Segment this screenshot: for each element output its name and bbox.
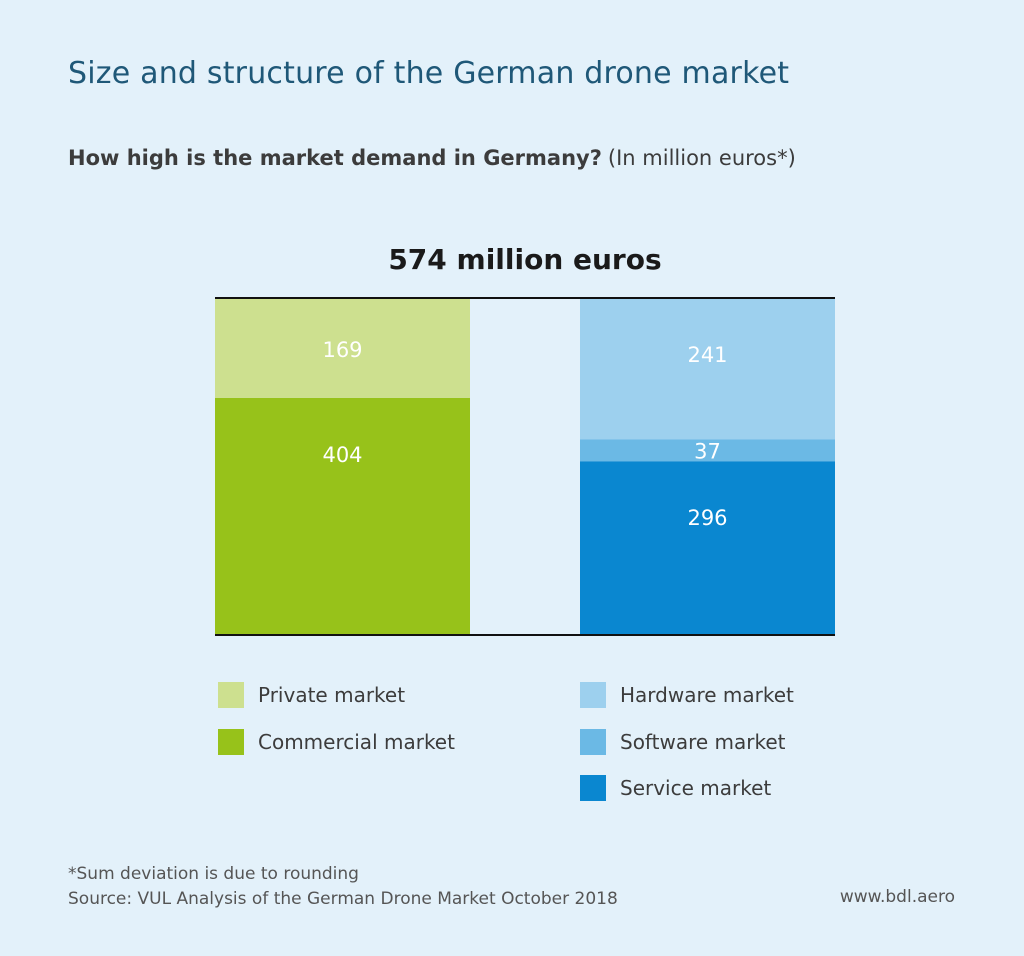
legend-swatch-private	[218, 682, 244, 708]
legend-label-software: Software market	[620, 730, 786, 754]
data-label-commercial-market: 404	[322, 443, 362, 467]
data-label-service-market: 296	[687, 506, 727, 530]
bar-segment-hardware-market	[580, 298, 835, 440]
legend-label-hardware: Hardware market	[620, 683, 794, 707]
legend-swatch-service	[580, 775, 606, 801]
legend-label-service: Service market	[620, 776, 772, 800]
bar-segment-software-market	[580, 439, 835, 462]
page-title: Size and structure of the German drone m…	[68, 56, 790, 91]
legend-label-commercial: Commercial market	[258, 730, 455, 754]
bar-segment-service-market	[580, 461, 835, 635]
data-label-hardware-market: 241	[687, 343, 727, 367]
bar-segment-private-market	[215, 298, 470, 398]
chart-total-label: 574 million euros	[388, 243, 662, 276]
question-unit-note: (In million euros*)	[607, 146, 796, 170]
legend-label-private: Private market	[258, 683, 406, 707]
chart-question: How high is the market demand in Germany…	[68, 146, 796, 170]
data-label-private-market: 169	[322, 338, 362, 362]
legend-swatch-hardware	[580, 682, 606, 708]
rounding-footnote: *Sum deviation is due to rounding	[68, 864, 359, 884]
legend-swatch-commercial	[218, 729, 244, 755]
source-note: Source: VUL Analysis of the German Drone…	[68, 889, 618, 909]
website-link[interactable]: www.bdl.aero	[839, 887, 955, 907]
bar-segment-commercial-market	[215, 397, 470, 635]
legend-swatch-software	[580, 729, 606, 755]
question-text: How high is the market demand in Germany…	[68, 146, 602, 170]
footnote-block: *Sum deviation is due to rounding Source…	[68, 862, 618, 912]
data-label-software-market: 37	[694, 439, 721, 463]
